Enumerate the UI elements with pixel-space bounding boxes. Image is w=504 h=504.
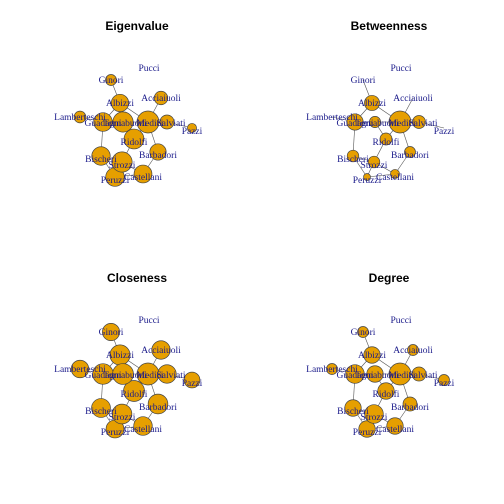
node-label-pucci: Pucci: [138, 316, 159, 326]
panel-title: Closeness: [107, 271, 167, 285]
node-label-castellani: Castellani: [376, 173, 414, 183]
node-label-lamberteschi: Lamberteschi: [306, 365, 358, 375]
panel-closeness: Closeness Acciaiuoli Albizzi Barbadori Bisch…: [54, 271, 202, 438]
node-label-ridolfi: Ridolfi: [373, 389, 400, 400]
node-label-lamberteschi: Lamberteschi: [54, 113, 106, 123]
node-label-ridolfi: Ridolfi: [121, 389, 148, 400]
node-label-acciaiuoli: Acciaiuoli: [393, 94, 433, 104]
node-label-strozzi: Strozzi: [109, 161, 136, 171]
node-label-castellani: Castellani: [376, 425, 414, 435]
panel-title: Betweenness: [351, 19, 428, 33]
node-label-barbadori: Barbadori: [139, 151, 177, 161]
node-label-ridolfi: Ridolfi: [121, 137, 148, 148]
node-label-acciaiuoli: Acciaiuoli: [141, 346, 181, 356]
node-label-pucci: Pucci: [138, 64, 159, 74]
node-label-strozzi: Strozzi: [109, 413, 136, 423]
node-label-castellani: Castellani: [124, 425, 162, 435]
node-label-barbadori: Barbadori: [139, 403, 177, 413]
node-label-salviati: Salviati: [408, 371, 437, 381]
node-label-peruzzi: Peruzzi: [353, 428, 382, 438]
node-label-barbadori: Barbadori: [391, 151, 429, 161]
panel-title: Degree: [369, 271, 410, 285]
node-label-lamberteschi: Lamberteschi: [306, 113, 358, 123]
node-label-ginori: Ginori: [351, 328, 376, 338]
node-label-albizzi: Albizzi: [358, 351, 386, 361]
panel-eigenvalue: Eigenvalue Acciaiuoli Albizzi Barbadori Bisc…: [54, 19, 202, 186]
panel-betweenness: Betweenness Acciaiuoli Albizzi Barbadori Bis…: [306, 19, 454, 186]
node-label-salviati: Salviati: [156, 119, 185, 129]
node-label-strozzi: Strozzi: [361, 413, 388, 423]
node-label-pucci: Pucci: [390, 64, 411, 74]
node-label-tornabuoni: Tornabuoni: [355, 119, 399, 129]
node-label-castellani: Castellani: [124, 173, 162, 183]
node-label-barbadori: Barbadori: [391, 403, 429, 413]
node-label-albizzi: Albizzi: [106, 351, 134, 361]
node-label-strozzi: Strozzi: [361, 161, 388, 171]
node-label-ginori: Ginori: [99, 76, 124, 86]
node-label-tornabuoni: Tornabuoni: [103, 371, 147, 381]
node-label-acciaiuoli: Acciaiuoli: [393, 346, 433, 356]
node-label-ridolfi: Ridolfi: [373, 137, 400, 148]
node-label-tornabuoni: Tornabuoni: [103, 119, 147, 129]
node-label-albizzi: Albizzi: [106, 99, 134, 109]
panel-title: Eigenvalue: [105, 19, 169, 33]
node-label-peruzzi: Peruzzi: [353, 176, 382, 186]
node-label-ginori: Ginori: [351, 76, 376, 86]
node-label-salviati: Salviati: [156, 371, 185, 381]
panel-degree: Degree Acciaiuoli Albizzi Barbadori Bischeri…: [306, 271, 454, 438]
node-label-albizzi: Albizzi: [358, 99, 386, 109]
node-label-salviati: Salviati: [408, 119, 437, 129]
node-label-peruzzi: Peruzzi: [101, 428, 130, 438]
node-label-tornabuoni: Tornabuoni: [355, 371, 399, 381]
node-label-peruzzi: Peruzzi: [101, 176, 130, 186]
node-label-acciaiuoli: Acciaiuoli: [141, 94, 181, 104]
node-label-pucci: Pucci: [390, 316, 411, 326]
node-label-lamberteschi: Lamberteschi: [54, 365, 106, 375]
node-label-ginori: Ginori: [99, 328, 124, 338]
